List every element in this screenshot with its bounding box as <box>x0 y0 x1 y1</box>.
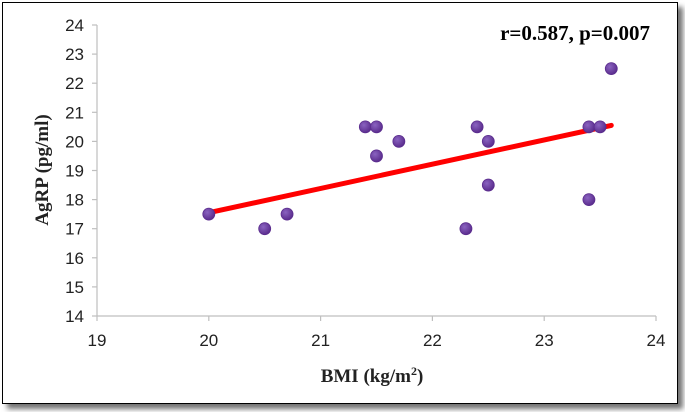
data-point <box>604 62 618 76</box>
data-point <box>481 134 495 148</box>
correlation-annotation: r=0.587, p=0.007 <box>500 21 650 45</box>
x-tick-label: 20 <box>199 331 218 350</box>
y-axis-title: AgRP (pg/ml) <box>32 114 53 225</box>
x-axis-title: BMI (kg/m2) <box>321 364 424 387</box>
y-tick-label: 17 <box>65 220 84 239</box>
y-tick-label: 20 <box>65 132 84 151</box>
data-point <box>582 193 596 207</box>
x-tick-label: 22 <box>423 331 442 350</box>
x-tick-label: 24 <box>647 331 666 350</box>
data-point <box>370 149 383 163</box>
data-point <box>280 207 294 221</box>
x-axis-title-superscript: 2 <box>411 364 417 378</box>
data-point <box>370 120 383 134</box>
tick-labels: 19 20 21 22 23 24 14 15 16 17 18 19 20 21 22 23 24 <box>65 16 665 350</box>
data-point <box>392 134 406 148</box>
data-point <box>593 120 607 134</box>
y-tick-label: 16 <box>65 249 84 268</box>
x-tick-label: 23 <box>535 331 554 350</box>
trendline <box>206 122 614 216</box>
data-point <box>582 120 596 134</box>
data-point <box>258 222 272 236</box>
data-point <box>202 207 216 221</box>
x-axis-title-end: ) <box>417 366 423 387</box>
x-tick-label: 21 <box>311 331 330 350</box>
data-points <box>202 62 618 236</box>
y-tick-label: 15 <box>65 278 84 297</box>
y-tick-label: 24 <box>65 16 84 35</box>
axes <box>92 24 657 321</box>
data-point <box>358 120 372 134</box>
y-tick-label: 19 <box>65 162 84 181</box>
y-tick-label: 23 <box>65 45 84 64</box>
y-tick-label: 14 <box>65 307 84 326</box>
data-point <box>481 178 495 192</box>
data-point <box>459 222 473 236</box>
y-tick-label: 18 <box>65 191 84 210</box>
data-point <box>470 120 484 134</box>
x-axis-title-text: BMI (kg/m <box>321 366 411 387</box>
y-tick-label: 21 <box>65 103 84 122</box>
y-tick-label: 22 <box>65 74 84 93</box>
x-tick-label: 19 <box>88 331 107 350</box>
chart-frame <box>2 2 678 404</box>
trendline-group <box>206 122 614 216</box>
